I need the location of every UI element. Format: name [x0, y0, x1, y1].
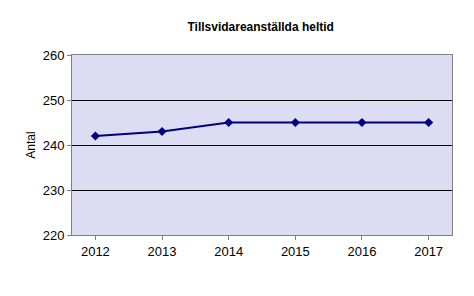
svg-text:2016: 2016 — [348, 244, 377, 259]
svg-text:250: 250 — [43, 93, 65, 108]
svg-text:Tillsvidareanställda heltid: Tillsvidareanställda heltid — [187, 20, 334, 34]
svg-text:2013: 2013 — [148, 244, 177, 259]
svg-text:2012: 2012 — [81, 244, 110, 259]
svg-text:260: 260 — [43, 48, 65, 63]
svg-text:2015: 2015 — [281, 244, 310, 259]
svg-text:2017: 2017 — [414, 244, 443, 259]
svg-text:Antal: Antal — [24, 131, 38, 158]
svg-text:240: 240 — [43, 138, 65, 153]
svg-text:230: 230 — [43, 183, 65, 198]
svg-text:220: 220 — [43, 228, 65, 243]
svg-text:2014: 2014 — [214, 244, 243, 259]
